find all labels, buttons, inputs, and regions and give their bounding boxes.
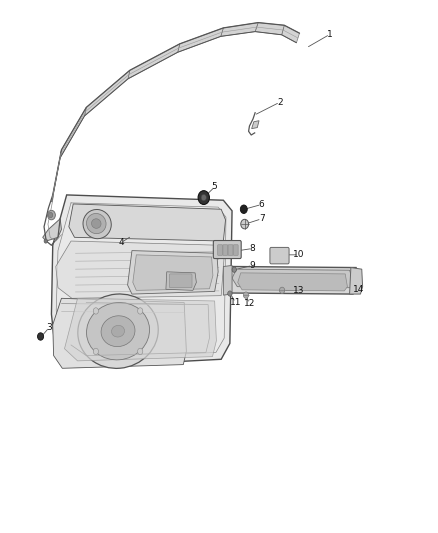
Text: 3: 3 — [46, 323, 52, 332]
Polygon shape — [255, 22, 284, 35]
Polygon shape — [85, 70, 130, 116]
Circle shape — [93, 308, 99, 314]
Polygon shape — [232, 269, 354, 288]
Text: 9: 9 — [250, 261, 255, 270]
Circle shape — [240, 205, 247, 214]
Text: 5: 5 — [212, 182, 218, 191]
FancyBboxPatch shape — [170, 274, 192, 288]
FancyBboxPatch shape — [228, 245, 233, 255]
Text: 14: 14 — [353, 285, 364, 294]
Polygon shape — [166, 272, 196, 290]
Text: 10: 10 — [293, 251, 304, 260]
Text: 13: 13 — [293, 286, 304, 295]
Polygon shape — [350, 268, 363, 294]
Circle shape — [201, 195, 206, 201]
Ellipse shape — [92, 219, 101, 228]
Circle shape — [93, 348, 99, 354]
Polygon shape — [223, 265, 232, 295]
Circle shape — [47, 211, 55, 220]
Circle shape — [228, 291, 232, 296]
Ellipse shape — [78, 294, 158, 368]
Text: 1: 1 — [327, 30, 333, 39]
Ellipse shape — [86, 213, 106, 233]
Circle shape — [232, 267, 237, 272]
Circle shape — [279, 287, 285, 294]
Polygon shape — [51, 195, 232, 367]
Polygon shape — [56, 241, 224, 298]
Polygon shape — [282, 25, 300, 43]
FancyBboxPatch shape — [270, 247, 289, 264]
FancyBboxPatch shape — [213, 240, 241, 259]
Circle shape — [44, 239, 47, 243]
Text: 4: 4 — [118, 238, 124, 247]
Polygon shape — [133, 255, 213, 290]
Polygon shape — [52, 150, 61, 202]
Polygon shape — [252, 120, 259, 128]
Text: 8: 8 — [250, 244, 255, 253]
Polygon shape — [238, 273, 347, 291]
Text: 11: 11 — [230, 298, 241, 307]
Text: 2: 2 — [277, 98, 283, 107]
Polygon shape — [178, 28, 223, 52]
Circle shape — [48, 213, 53, 217]
Polygon shape — [53, 298, 186, 368]
Circle shape — [138, 308, 143, 314]
Ellipse shape — [83, 209, 111, 239]
FancyBboxPatch shape — [223, 245, 228, 255]
Circle shape — [198, 191, 209, 205]
Circle shape — [138, 348, 143, 354]
Polygon shape — [43, 219, 61, 241]
Ellipse shape — [87, 303, 149, 360]
FancyBboxPatch shape — [233, 245, 238, 255]
Ellipse shape — [101, 316, 135, 346]
Text: 7: 7 — [259, 214, 265, 223]
Polygon shape — [221, 22, 258, 36]
Polygon shape — [69, 204, 226, 241]
Circle shape — [241, 219, 249, 229]
Polygon shape — [128, 44, 180, 79]
Ellipse shape — [112, 325, 124, 337]
Polygon shape — [226, 266, 358, 294]
Circle shape — [38, 333, 44, 340]
Polygon shape — [60, 108, 86, 158]
Polygon shape — [127, 251, 218, 294]
Text: 12: 12 — [244, 299, 255, 308]
Text: 6: 6 — [259, 200, 265, 209]
FancyBboxPatch shape — [218, 245, 223, 255]
Circle shape — [244, 292, 249, 298]
Polygon shape — [64, 298, 216, 361]
